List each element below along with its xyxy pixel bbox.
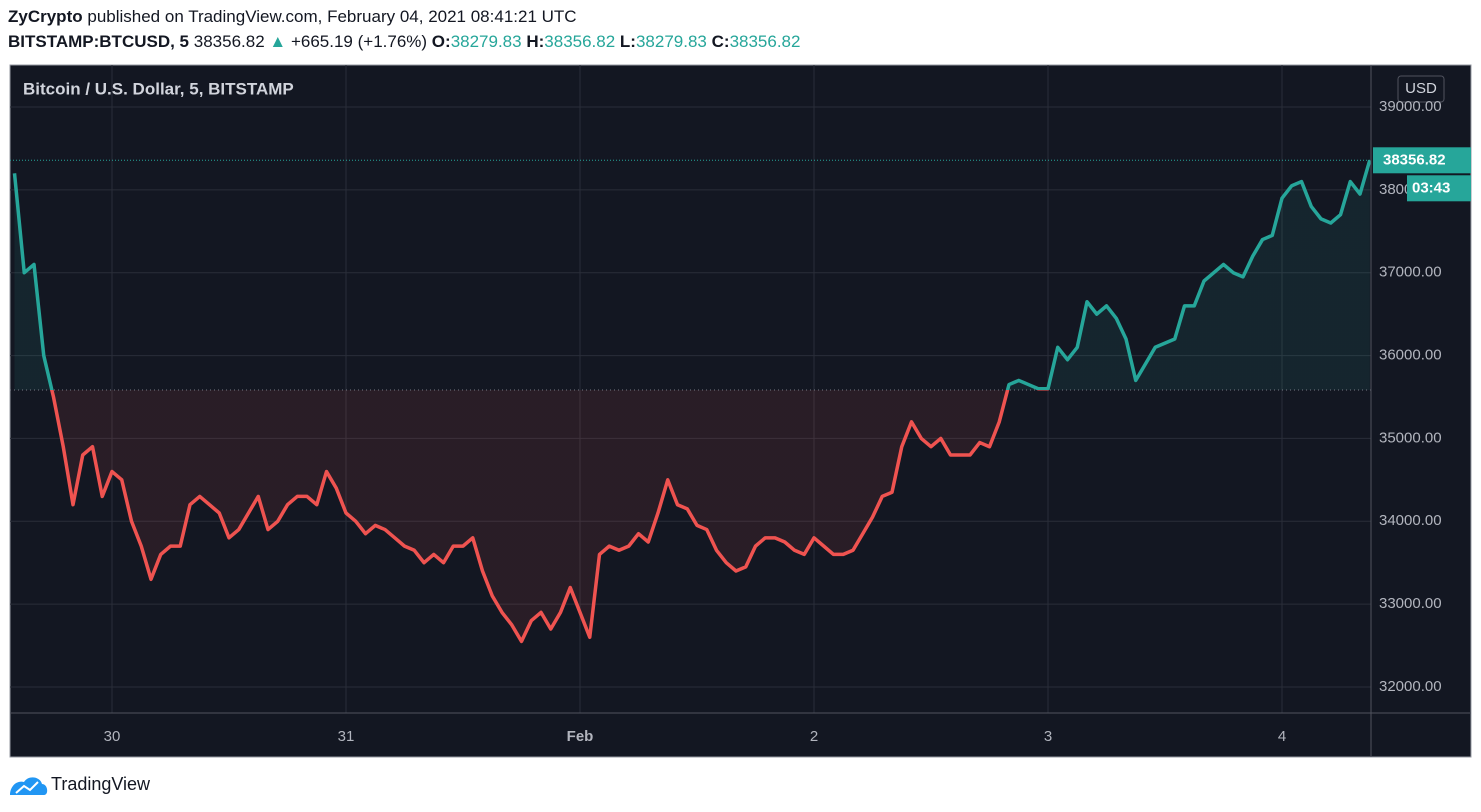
y-tick-label: 37000.00 xyxy=(1379,264,1442,281)
y-tick-label: 39000.00 xyxy=(1379,98,1442,115)
x-tick-label: 3 xyxy=(1044,728,1052,745)
low: 38279.83 xyxy=(636,32,707,51)
price: 38356.82 xyxy=(194,32,265,51)
price-line xyxy=(12,159,1372,644)
y-tick-label: 32000.00 xyxy=(1379,678,1442,695)
plot xyxy=(10,65,1372,713)
legend-title: Bitcoin / U.S. Dollar, 5, BITSTAMP xyxy=(23,79,294,98)
open-label: O: xyxy=(432,32,451,51)
x-tick-label: 4 xyxy=(1278,728,1286,745)
x-tick-label: 30 xyxy=(104,728,121,745)
countdown-box xyxy=(1407,175,1471,202)
close: 38356.82 xyxy=(730,32,801,51)
publish-line: ZyCrypto published on TradingView.com, F… xyxy=(8,7,577,26)
currency-box[interactable] xyxy=(1397,75,1445,103)
x-tick-label: Feb xyxy=(567,728,594,745)
ohlc-line: BITSTAMP:BTCUSD, 5 38356.82 ▲ +665.19 (+… xyxy=(8,32,800,51)
x-tick-label: 2 xyxy=(810,728,818,745)
author: ZyCrypto xyxy=(8,7,83,26)
y-tick-label: 33000.00 xyxy=(1379,595,1442,612)
arrow: ▲ xyxy=(269,32,286,51)
last-price-label: 38356.82 xyxy=(1383,151,1446,168)
low-label: L: xyxy=(620,32,636,51)
high: 38356.82 xyxy=(544,32,615,51)
symbol: BITSTAMP:BTCUSD, 5 xyxy=(8,32,189,51)
close-label: C: xyxy=(712,32,730,51)
brand-logo xyxy=(10,777,48,795)
brand: TradingView xyxy=(51,774,151,794)
currency[interactable]: USD xyxy=(1405,80,1437,97)
countdown: 03:43 xyxy=(1412,179,1450,196)
y-tick-label: 34000.00 xyxy=(1379,512,1442,529)
y-tick-label: 35000.00 xyxy=(1379,429,1442,446)
x-tick-label: 31 xyxy=(338,728,355,745)
high-label: H: xyxy=(526,32,544,51)
y-tick-label: 36000.00 xyxy=(1379,347,1442,364)
last-price-box xyxy=(1373,147,1471,174)
change: +665.19 (+1.76%) xyxy=(291,32,427,51)
published: published on TradingView.com, February 0… xyxy=(87,7,576,26)
logo-mark xyxy=(15,781,39,794)
open: 38279.83 xyxy=(451,32,522,51)
area xyxy=(14,160,1370,642)
